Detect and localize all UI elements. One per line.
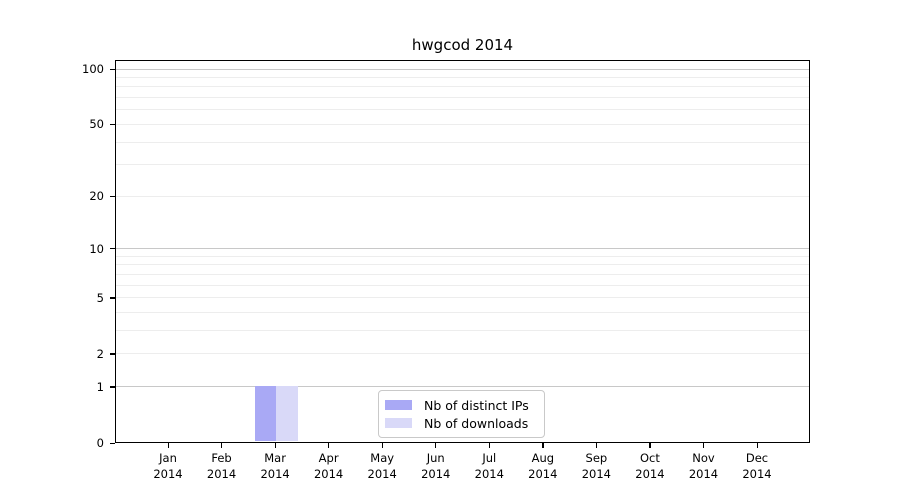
x-tick-mark — [488, 443, 490, 448]
x-tick-label: Nov 2014 — [688, 451, 719, 481]
x-tick-mark — [167, 443, 169, 448]
gridline-major — [116, 386, 809, 388]
x-tick-label: Apr 2014 — [313, 451, 344, 481]
gridline-minor — [116, 97, 809, 99]
gridline-minor — [116, 195, 809, 197]
chart-title: hwgcod 2014 — [411, 36, 514, 54]
x-tick-label: Sep 2014 — [581, 451, 611, 481]
bar-nb-of-distinct-ips-mar — [254, 386, 277, 441]
gridline-minor — [116, 274, 809, 276]
legend: Nb of distinct IPs Nb of downloads — [378, 390, 545, 438]
bar-nb-of-downloads-mar — [276, 386, 298, 441]
x-tick-label: Mar 2014 — [260, 451, 290, 481]
y-tick-mark — [110, 386, 115, 388]
legend-entry-distinct-ips: Nb of distinct IPs — [385, 397, 536, 414]
x-tick-mark — [595, 443, 598, 448]
y-tick-mark — [110, 68, 115, 70]
y-tick-mark — [110, 297, 115, 299]
y-tick-label: 0 — [96, 436, 104, 450]
x-tick-label: May 2014 — [367, 451, 397, 481]
x-tick-label: Jan 2014 — [153, 451, 183, 481]
legend-swatch-downloads — [385, 418, 412, 428]
y-tick-label: 1 — [96, 379, 104, 394]
legend-label-downloads: Nb of downloads — [424, 415, 529, 431]
x-tick-mark — [221, 443, 223, 448]
legend-label-distinct-ips: Nb of distinct IPs — [424, 397, 529, 413]
x-tick-mark — [328, 443, 330, 448]
y-tick-label: 10 — [89, 241, 104, 256]
x-tick-label: Aug 2014 — [528, 451, 558, 481]
x-tick-label: Dec 2014 — [742, 451, 772, 481]
x-tick-mark — [756, 443, 758, 448]
gridline-minor — [116, 353, 809, 355]
x-tick-mark — [649, 443, 651, 448]
x-tick-label: Oct 2014 — [635, 451, 665, 481]
gridline-minor — [116, 123, 809, 125]
y-tick-label: 50 — [89, 117, 104, 132]
legend-entry-downloads: Nb of downloads — [385, 415, 536, 432]
x-tick-label: Jul 2014 — [474, 451, 504, 481]
gridline-minor — [116, 86, 809, 88]
y-tick-mark — [110, 248, 115, 250]
plot-area — [115, 60, 810, 443]
y-tick-mark — [110, 195, 115, 198]
x-tick-label: Jun 2014 — [421, 451, 451, 481]
legend-swatch-distinct-ips — [385, 400, 412, 410]
gridline-major — [116, 248, 809, 250]
gridline-minor — [116, 141, 809, 143]
gridline-minor — [116, 330, 809, 332]
x-tick-mark — [702, 443, 705, 448]
y-tick-label: 2 — [96, 346, 104, 361]
gridline-minor — [116, 297, 809, 299]
gridline-minor — [116, 264, 809, 266]
gridline-major — [116, 68, 809, 70]
gridline-minor — [116, 109, 809, 111]
x-tick-mark — [542, 443, 544, 448]
y-tick-mark — [110, 442, 115, 444]
y-tick-label: 5 — [96, 290, 104, 305]
gridline-minor — [116, 77, 809, 79]
x-tick-mark — [274, 443, 276, 448]
y-tick-label: 100 — [82, 62, 104, 77]
x-tick-label: Feb 2014 — [206, 451, 237, 481]
gridline-minor — [116, 284, 809, 286]
gridline-minor — [116, 312, 809, 314]
y-tick-label: 20 — [89, 189, 104, 204]
x-tick-mark — [435, 443, 437, 448]
gridline-minor — [116, 164, 809, 166]
x-tick-mark — [381, 443, 383, 448]
gridline-minor — [116, 255, 809, 257]
y-tick-mark — [110, 353, 115, 355]
y-tick-mark — [110, 123, 115, 126]
